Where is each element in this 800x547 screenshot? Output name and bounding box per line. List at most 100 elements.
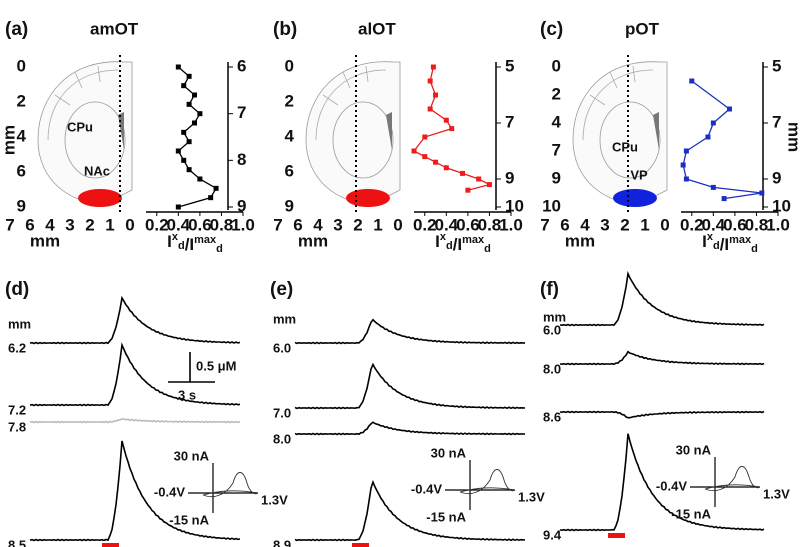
profile-point — [192, 92, 197, 98]
current-trace — [294, 479, 526, 542]
atlas-striatum — [599, 101, 661, 179]
atlas-y-tick-label: 4 — [285, 126, 295, 145]
x-axis-label-part: d — [751, 243, 758, 255]
x-axis-label-part: /I — [185, 235, 194, 254]
atlas-y-tick-label: 0 — [17, 56, 26, 75]
x-axis-label-part: d — [178, 240, 185, 252]
atlas-ventricle — [653, 112, 659, 150]
atlas-y-tick-label: 0 — [552, 56, 561, 75]
atlas-x-tick-label: 6 — [560, 215, 569, 234]
atlas-outline — [305, 61, 401, 205]
x-axis-label-part: /I — [453, 235, 462, 254]
current-trace — [29, 295, 241, 345]
profile-point — [427, 106, 433, 112]
atlas-x-tick-label: 1 — [105, 215, 114, 234]
inset-label-bottom: -15 nA — [671, 506, 711, 521]
depth-unit: mm — [273, 311, 296, 326]
x-tick-label: 0.4 — [435, 215, 459, 234]
profile-point — [175, 148, 181, 154]
atlas-striatum — [64, 101, 126, 179]
x-axis-label-part: I — [702, 232, 707, 251]
x-tick-label: 0.6 — [456, 215, 480, 234]
x-axis-label-part: d — [484, 243, 491, 255]
scale-bar-time: 3 s — [178, 387, 196, 402]
inset-voltammogram — [459, 469, 516, 495]
current-trace — [29, 342, 241, 407]
current-trace — [294, 421, 526, 436]
x-tick-label: 0.6 — [188, 215, 212, 234]
panel-letter: (b) — [273, 19, 297, 40]
depth-label: 8.6 — [543, 409, 561, 424]
panel-letter: (e) — [270, 279, 293, 300]
atlas-layers — [47, 65, 119, 141]
atlas-y-tick-label: 4 — [552, 112, 562, 131]
atlas-x-tick-label: 3 — [333, 215, 342, 234]
depth-label: 6.0 — [543, 322, 561, 337]
x-axis-label: Ixd/Imaxd — [435, 231, 491, 255]
profile-point — [705, 134, 711, 140]
x-tick-label: 0.2 — [413, 215, 437, 234]
profile-point — [411, 148, 417, 154]
depth-unit: mm — [8, 316, 31, 331]
y-tick-label: 6 — [237, 56, 246, 75]
inset-voltammogram — [202, 472, 259, 498]
current-trace — [294, 362, 526, 410]
atlas-x-tick-label: 1 — [373, 215, 382, 234]
panel-letter: (f) — [540, 279, 559, 300]
profile-point — [181, 129, 187, 135]
atlas-x-tick-label: 7 — [5, 215, 14, 234]
profile-line — [682, 80, 762, 200]
profile-point — [181, 157, 187, 163]
scale-bar-label: 0.5 μM — [196, 358, 236, 373]
current-trace — [559, 270, 765, 327]
profile-point — [443, 165, 449, 171]
profile-point — [186, 139, 192, 145]
profile-point — [181, 83, 187, 89]
inset-label-top: 30 nA — [676, 442, 712, 457]
profile-point — [759, 190, 765, 196]
profile-point — [197, 111, 203, 117]
atlas-x-tick-label: 4 — [313, 215, 323, 234]
region-label: CPu — [612, 139, 638, 154]
profile-point — [476, 176, 482, 182]
atlas-layers — [582, 65, 654, 141]
atlas-y-tick-label: 6 — [17, 161, 26, 180]
panel-title: alOT — [358, 19, 396, 38]
y-tick-label: 10 — [505, 196, 524, 215]
atlas-x-tick-label: 0 — [660, 215, 669, 234]
inset-voltammogram — [704, 466, 761, 492]
x-tick-label: 0.8 — [478, 215, 502, 234]
inset-label-top: 30 nA — [174, 448, 210, 463]
y-tick-label: 5 — [772, 56, 781, 75]
y-tick-label: 10 — [772, 196, 791, 215]
y-axis-label: mm — [785, 122, 800, 152]
atlas-y-tick-label: 0 — [285, 56, 294, 75]
profile-point — [422, 154, 428, 160]
x-axis-label-part: x — [440, 231, 447, 243]
atlas-y-tick-label: 9 — [17, 196, 26, 215]
depth-label: 7.0 — [273, 405, 291, 420]
x-axis-label-part: d — [446, 240, 453, 252]
panel-letter: (d) — [5, 279, 29, 300]
panel-letter: (c) — [540, 19, 563, 40]
x-axis-label-part: I — [167, 232, 172, 251]
depth-unit: mm — [543, 309, 566, 324]
profile-point — [433, 92, 439, 98]
profile-point — [710, 120, 716, 126]
y-tick-label: 8 — [237, 150, 246, 169]
atlas-ventricle — [386, 112, 392, 150]
inset-label-left: -0.4V — [154, 484, 185, 499]
y-tick-label: 7 — [505, 112, 514, 131]
atlas-y-label: mm — [0, 125, 18, 155]
depth-label: 7.8 — [8, 419, 26, 434]
y-tick-label: 9 — [772, 168, 781, 187]
atlas-y-tick-label: 7 — [552, 140, 561, 159]
atlas-x-label: mm — [30, 231, 60, 250]
atlas-x-tick-label: 7 — [273, 215, 282, 234]
current-trace — [29, 440, 241, 542]
profile-point — [208, 195, 214, 201]
x-axis-label-part: x — [707, 231, 714, 243]
x-axis-label-part: I — [435, 232, 440, 251]
atlas-x-tick-label: 4 — [45, 215, 55, 234]
